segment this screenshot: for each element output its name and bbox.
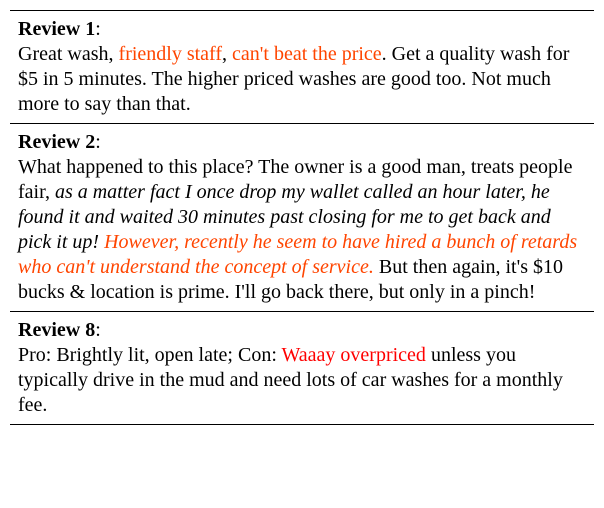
review-1-seg-0: Great wash, (18, 43, 119, 65)
review-1-seg-2: , (222, 43, 232, 65)
review-container: Review 1: Great wash, friendly staff, ca… (10, 10, 594, 425)
review-2-seg-3: However, recently he (104, 231, 277, 253)
review-1: Review 1: Great wash, friendly staff, ca… (10, 11, 594, 123)
review-8-title: Review 8 (18, 319, 95, 341)
review-2: Review 2: What happened to this place? T… (10, 123, 594, 311)
review-1-seg-1: friendly staff (119, 43, 223, 65)
review-2-colon: : (95, 131, 101, 153)
review-8-seg-1: Waaay overpriced (282, 344, 426, 366)
review-1-colon: : (95, 18, 101, 40)
review-2-seg-4: seem (277, 231, 317, 253)
review-2-title: Review 2 (18, 131, 95, 153)
review-8-seg-0: Pro: Brightly lit, open late; Con: (18, 344, 282, 366)
review-1-seg-3: can't beat the price (232, 43, 382, 65)
review-1-title: Review 1 (18, 18, 95, 40)
review-8: Review 8: Pro: Brightly lit, open late; … (10, 311, 594, 424)
review-8-colon: : (95, 319, 101, 341)
